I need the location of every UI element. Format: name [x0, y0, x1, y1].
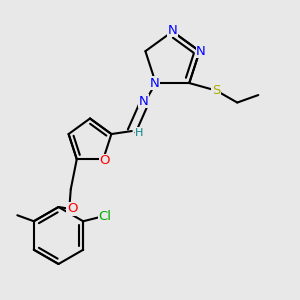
Text: O: O: [100, 154, 110, 167]
Text: N: N: [139, 94, 148, 108]
Text: Cl: Cl: [98, 210, 111, 223]
Text: N: N: [149, 76, 159, 90]
Text: N: N: [168, 23, 177, 37]
Text: S: S: [212, 84, 220, 97]
Text: H: H: [135, 128, 143, 138]
Text: N: N: [196, 45, 206, 58]
Text: O: O: [67, 202, 77, 215]
